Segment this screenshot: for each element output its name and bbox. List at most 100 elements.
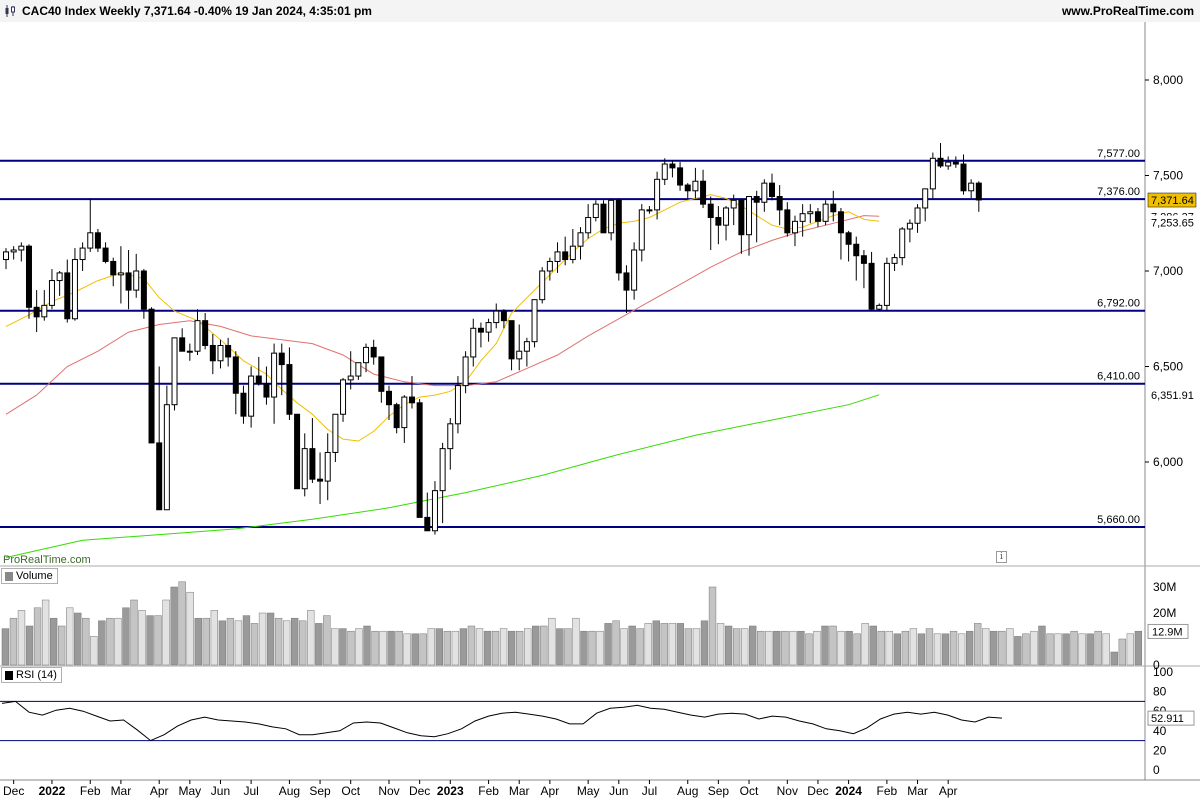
candle-body [317,478,324,482]
info-icon[interactable]: i [996,551,1007,563]
candle [110,257,117,287]
volume-bar [234,620,243,666]
volume-bar [323,615,331,666]
time-tick-label: Mar [907,784,928,798]
rsi-panel-label: RSI (14) [1,667,62,683]
time-tick-label: May [179,784,202,798]
candle-body [937,157,944,167]
volume-bar [564,628,572,666]
candle [952,156,959,168]
candle-body [807,211,814,215]
volume-bar [427,628,435,666]
volume-bar [371,630,379,666]
candle [186,343,193,361]
volume-bar [451,630,460,666]
watermark: ProRealTime.com [3,554,91,566]
volume-bar [17,610,26,666]
volume-bar [708,586,717,666]
rsi-swatch [5,670,13,680]
volume-bar [1134,630,1143,666]
candle-body [94,232,101,249]
volume-bar [982,628,990,666]
candle [608,198,615,241]
candle-body [929,157,936,190]
volume-bar [1110,651,1118,666]
volume-bar [684,628,693,666]
candle-body [179,337,186,352]
candle-body [677,167,684,186]
volume-bar [636,628,644,666]
volume-tick-label: 0 [1153,658,1160,672]
candle-body [769,182,775,198]
candle-body [194,320,201,352]
volume-bar [315,623,323,666]
candle-body [56,272,63,282]
candle [209,334,216,375]
candle [125,249,132,310]
volume-bar [282,620,291,666]
volume-bar [339,628,347,666]
candle [562,236,569,266]
candle [33,290,40,333]
volume-tick-label: 20M [1153,606,1176,620]
volume-bar [957,633,966,666]
volume-bar [379,630,387,666]
candle [723,206,730,241]
candle [853,236,860,281]
volume-bar [1062,633,1070,666]
volume-bar [837,630,845,666]
candle-body [294,413,301,490]
volume-bar [628,625,636,666]
candle-body [715,217,722,226]
candle [975,181,982,212]
candle-body [692,180,699,192]
candle [600,200,607,234]
candle [148,307,155,444]
candle [968,179,975,199]
candle [960,154,967,195]
rsi-line [1,700,1003,742]
volume-bar [218,620,227,666]
last-value-tag [1147,192,1197,208]
volume-bar [757,630,765,666]
candle-body [332,413,339,453]
volume-bar [49,617,58,666]
candle-body [608,199,615,234]
volume-bar [700,620,709,666]
level-label: 6,792.00 [1097,298,1140,310]
level-label: 7,376.00 [1097,186,1140,198]
candle [301,433,308,497]
volume-bar [580,630,588,666]
candle-body [546,260,553,272]
volume-bar [1046,633,1054,666]
time-tick-label: Sep [309,784,331,798]
candle [508,320,515,371]
candle-body [638,209,645,251]
candle-body [577,232,584,247]
time-tick-label: Jun [609,784,628,798]
candle [454,376,461,434]
candle [945,156,952,170]
candle-body [585,217,592,234]
candle [738,198,745,254]
candle-body [462,356,469,387]
candle [860,249,867,289]
candle [623,265,630,314]
volume-bar [395,630,403,666]
volume-bar [114,617,122,666]
volume-bar [1022,633,1030,666]
site-link[interactable]: www.ProRealTime.com [1061,4,1194,18]
candle [929,152,936,199]
candle-body [117,272,124,276]
volume-bar [692,628,701,666]
candle [355,362,362,380]
candle-body [485,322,492,333]
volume-bar [869,625,877,666]
candle-body [868,262,875,310]
time-tick-label: Jun [211,784,230,798]
candle-body [631,249,638,291]
volume-bar [556,628,564,666]
time-tick-label: Aug [279,784,300,798]
candle [677,162,684,191]
